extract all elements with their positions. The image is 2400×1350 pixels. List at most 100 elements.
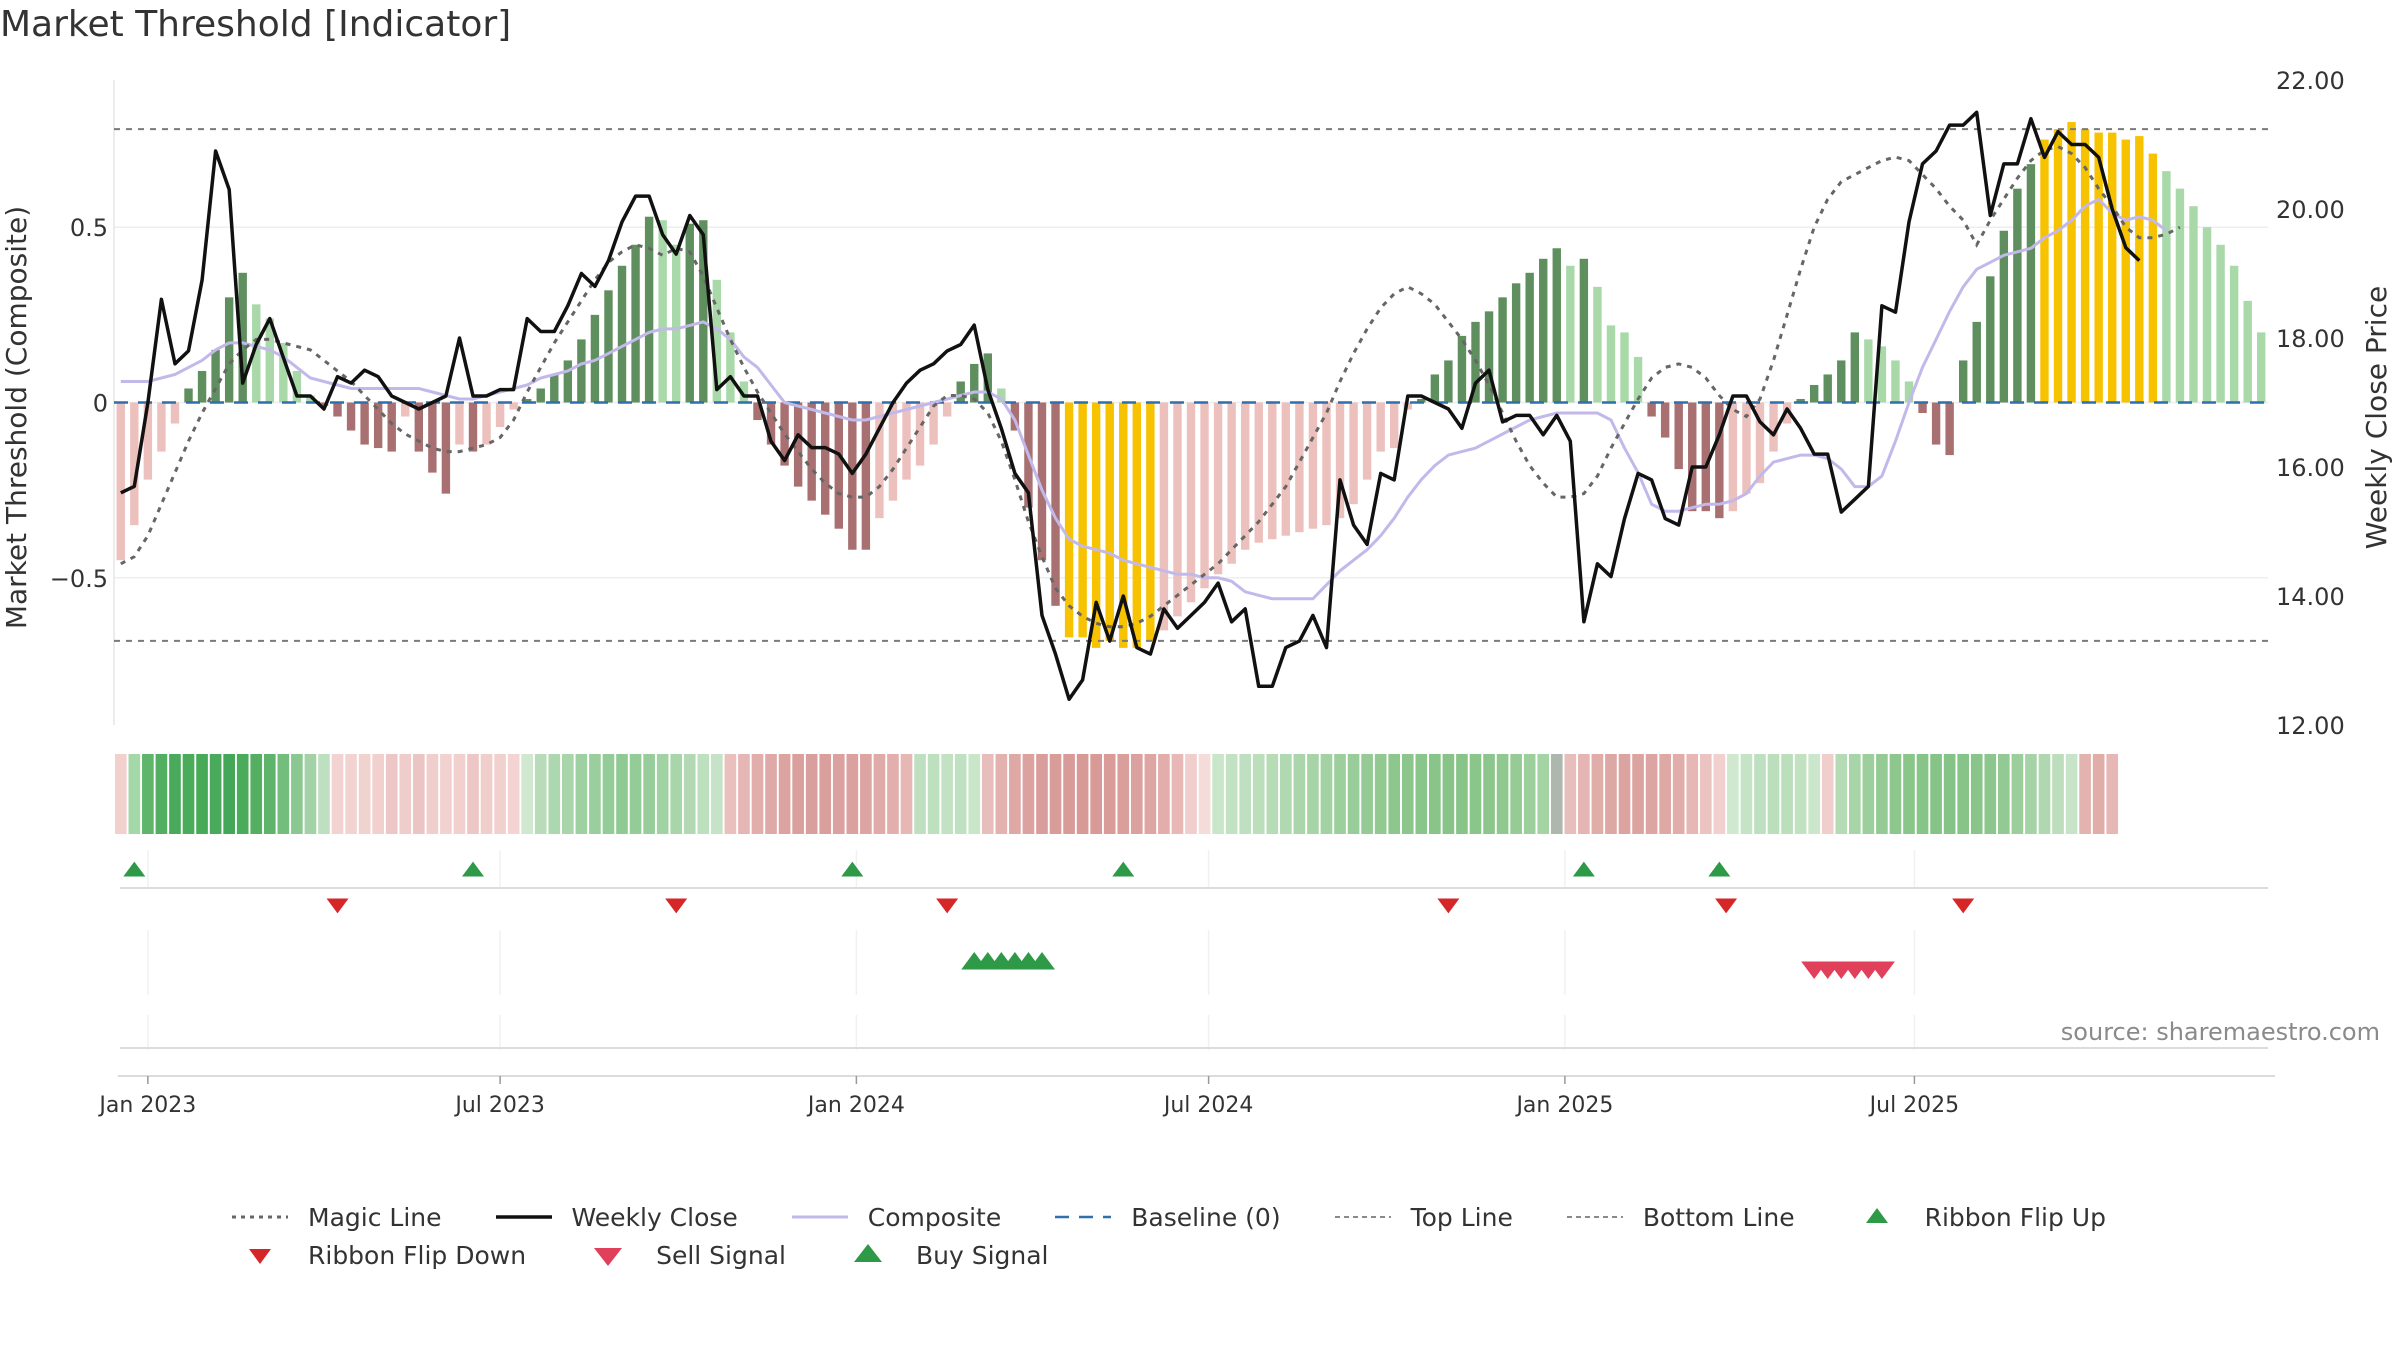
ribbon-cell [1022,754,1035,834]
ribbon-cell [1645,754,1658,834]
ribbon-cell [1564,754,1577,834]
composite-bar [1240,402,1250,550]
ribbon-cell [1767,754,1780,834]
composite-bar [1322,402,1331,526]
ribbon-cell [1496,754,1509,834]
composite-bar [1213,402,1223,575]
composite-bar [1417,398,1426,403]
legend-row-2: Ribbon Flip Down Sell Signal Buy Signal [230,1236,2330,1274]
chart-title: Market Threshold [Indicator] [0,4,512,45]
ribbon-cell [1794,754,1807,834]
composite-bar [942,402,952,417]
ribbon-cell [1605,754,1617,834]
composite-bar [1755,402,1765,484]
ribbon-cell [1632,754,1644,834]
composite-bar [509,402,518,410]
composite-bar [970,363,979,403]
legend-item-baseline: Baseline (0) [1053,1202,1281,1232]
ribbon-cell [1334,754,1346,834]
composite-bar [2053,129,2063,403]
composite-bar [1742,402,1751,494]
composite-bar [1254,402,1263,543]
ribbon-flip-up-marker [462,861,484,877]
buy-signal-marker [1028,951,1055,970]
ribbon-cell [263,754,276,834]
composite-bar [997,388,1006,403]
ribbon-cell [1659,754,1671,834]
composite-bar [2108,132,2117,403]
composite-bar [699,220,708,403]
ribbon-cell [209,754,222,834]
ribbon-cell [182,754,195,834]
ribbon-cell [2092,754,2105,834]
ribbon-cell [954,754,967,834]
composite-bar [319,402,329,407]
composite-bar [1186,402,1196,603]
composite-bar [929,402,938,445]
magic-line [120,145,2181,629]
ribbon-cell [900,754,913,834]
composite-bar [848,402,857,550]
composite-bar [2040,139,2049,403]
composite-bar [793,402,803,487]
composite-bar [333,402,342,417]
ribbon-cell [358,754,371,834]
ribbon-cell [1713,754,1726,834]
composite-bar [2202,227,2212,403]
composite-bar [1918,402,1927,414]
ribbon-cell [331,754,344,834]
composite-bar [1958,360,1968,403]
composite-bar [644,216,654,403]
composite-bar [1051,402,1060,606]
ribbon-cell [860,754,872,834]
composite-bar [604,290,613,403]
ribbon-cell [1984,754,1997,834]
composite-bar [1620,332,1629,403]
composite-bar [1728,402,1738,512]
source-label: source: sharemaestro.com [2061,1018,2380,1046]
ribbon-cell [223,754,235,834]
ribbon-cell [1266,754,1279,834]
ribbon-cell [412,754,425,834]
right-tick-label: 12.00 [2276,712,2345,740]
ribbon-cell [1144,754,1157,834]
composite-bar [197,370,207,403]
ribbon-cell [1848,754,1861,834]
legend-label: Baseline (0) [1131,1202,1281,1232]
composite-bar [360,402,369,445]
composite-bar [1877,346,1887,403]
ribbon-cell [494,754,506,834]
left-tick-label: 0 [93,390,108,418]
ribbon-cell [1320,754,1333,834]
ribbon-cell [589,754,601,834]
ribbon-cell [1781,754,1793,834]
composite-bar [238,272,247,403]
composite-bar [712,279,722,403]
ribbon-cell [1835,754,1848,834]
ribbon-cell [927,754,940,834]
ribbon-cell [1889,754,1902,834]
ribbon-cell [629,754,642,834]
composite-bar [1688,402,1697,512]
ribbon-cell [1076,754,1089,834]
composite-bar [1837,360,1846,403]
composite-bar [1132,402,1142,648]
composite-bar [2216,244,2225,403]
composite-bar [1782,402,1792,424]
ribbon-cell [832,754,845,834]
ribbon-cell [1212,754,1224,834]
ribbon-flip-up-marker [1572,861,1595,877]
composite-bar [726,332,735,403]
ribbon-cell [602,754,615,834]
ribbon-cell [1862,754,1875,834]
ribbon-cell [1252,754,1265,834]
composite-bar [915,402,925,466]
ribbon-cell [968,754,981,834]
legend-label: Sell Signal [656,1240,786,1270]
composite-bar [414,402,424,452]
legend-row-1: Magic Line Weekly Close Composite Baseline … [230,1198,2330,1236]
ribbon-cell [1469,754,1482,834]
composite-bar [1457,335,1467,403]
ribbon-cell [738,754,750,834]
ribbon-cell [114,754,127,834]
